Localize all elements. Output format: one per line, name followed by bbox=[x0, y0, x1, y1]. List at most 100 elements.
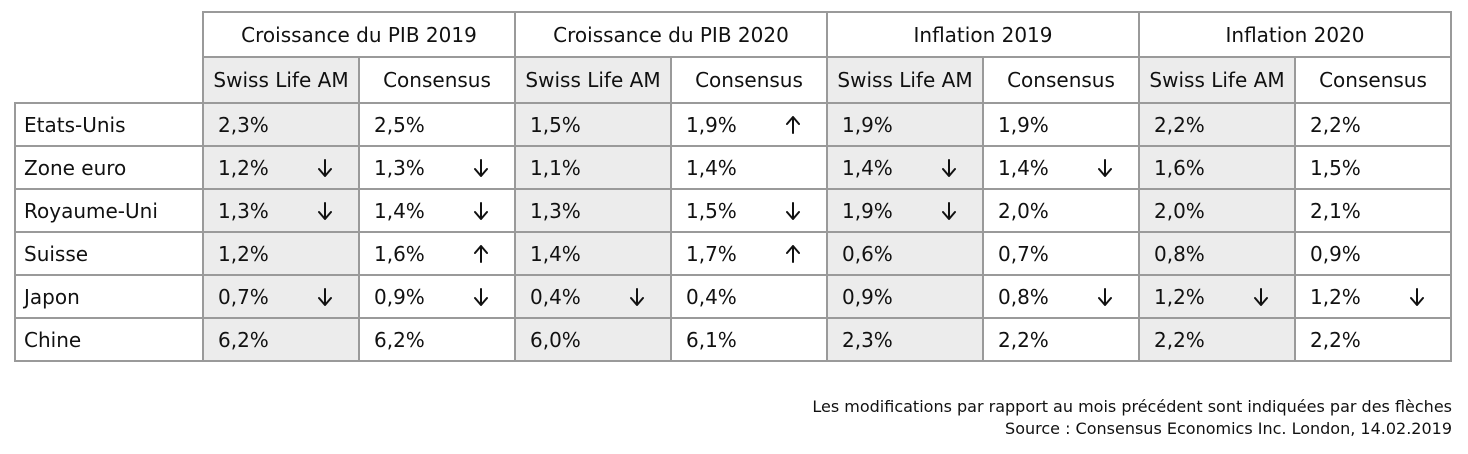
arrow-down-icon bbox=[474, 201, 488, 220]
table-cell: 0,8% bbox=[982, 274, 1140, 319]
source-note: Source : Consensus Economics Inc. London… bbox=[1005, 419, 1452, 438]
cell-value: 1,6% bbox=[1154, 155, 1205, 180]
cell-value: 1,1% bbox=[530, 155, 581, 180]
table-cell: 1,2% bbox=[202, 231, 360, 276]
table-row: Zone euro 1,2% 1,3% 1,1% 1,4% 1,4% 1,4% 1,6% 1,5… bbox=[14, 145, 1452, 190]
cell-value: 1,5% bbox=[1310, 155, 1361, 180]
table-cell: 1,1% bbox=[514, 145, 672, 190]
table-cell: 0,4% bbox=[514, 274, 672, 319]
cell-value: 1,4% bbox=[842, 155, 893, 180]
arrow-up-icon bbox=[786, 244, 800, 263]
cell-value: 1,5% bbox=[686, 198, 737, 223]
cell-value: 1,9% bbox=[842, 198, 893, 223]
cell-value: 1,6% bbox=[374, 241, 425, 266]
cell-value: 1,9% bbox=[842, 112, 893, 137]
table-cell: 2,2% bbox=[1294, 102, 1452, 147]
table-cell: 1,9% bbox=[670, 102, 828, 147]
cell-value: 1,4% bbox=[374, 198, 425, 223]
table-row: Royaume-Uni 1,3% 1,4% 1,3% 1,5% 1,9% 2,0% 2,0% 2… bbox=[14, 188, 1452, 233]
table-cell: 2,3% bbox=[202, 102, 360, 147]
cell-value: 0,8% bbox=[1154, 241, 1205, 266]
table-cell: 2,2% bbox=[1138, 317, 1296, 362]
table-cell: 6,1% bbox=[670, 317, 828, 362]
cell-value: 1,2% bbox=[218, 241, 269, 266]
cell-value: 6,0% bbox=[530, 327, 581, 352]
cell-value: 0,4% bbox=[686, 284, 737, 309]
corner-blank bbox=[15, 57, 203, 103]
cell-value: 0,9% bbox=[374, 284, 425, 309]
arrow-down-icon bbox=[1098, 287, 1112, 306]
column-header: Swiss Life AM bbox=[202, 56, 360, 104]
arrow-down-icon bbox=[942, 158, 956, 177]
table-cell: 1,5% bbox=[514, 102, 672, 147]
table-cell: 1,7% bbox=[670, 231, 828, 276]
sub-header-row: Swiss Life AM Consensus Swiss Life AM Conse… bbox=[15, 56, 1452, 104]
table-cell: 0,6% bbox=[826, 231, 984, 276]
table-cell: 1,4% bbox=[358, 188, 516, 233]
column-header: Swiss Life AM bbox=[1138, 56, 1296, 104]
table-cell: 2,0% bbox=[1138, 188, 1296, 233]
arrow-down-icon bbox=[1098, 158, 1112, 177]
table-cell: 1,9% bbox=[826, 188, 984, 233]
column-header: Consensus bbox=[1294, 56, 1452, 104]
cell-value: 1,9% bbox=[686, 112, 737, 137]
table-cell: 0,4% bbox=[670, 274, 828, 319]
country-label: Royaume-Uni bbox=[14, 188, 204, 233]
cell-value: 2,2% bbox=[1154, 327, 1205, 352]
cell-value: 0,7% bbox=[218, 284, 269, 309]
group-header: Croissance du PIB 2019 bbox=[202, 11, 516, 58]
cell-value: 1,4% bbox=[530, 241, 581, 266]
cell-value: 1,7% bbox=[686, 241, 737, 266]
table-body: Etats-Unis 2,3% 2,5% 1,5% 1,9% 1,9% 1,9% 2,2% 2,… bbox=[14, 102, 1452, 362]
table-cell: 0,7% bbox=[982, 231, 1140, 276]
table-row: Chine 6,2% 6,2% 6,0% 6,1% 2,3% 2,2% 2,2% 2,2% bbox=[14, 317, 1452, 362]
table-cell: 1,3% bbox=[202, 188, 360, 233]
table-cell: 2,0% bbox=[982, 188, 1140, 233]
table-cell: 1,3% bbox=[514, 188, 672, 233]
arrow-down-icon bbox=[474, 158, 488, 177]
table-cell: 1,5% bbox=[670, 188, 828, 233]
arrow-down-icon bbox=[942, 201, 956, 220]
cell-value: 6,1% bbox=[686, 327, 737, 352]
country-label: Zone euro bbox=[14, 145, 204, 190]
arrows-note: Les modifications par rapport au mois pr… bbox=[812, 397, 1452, 416]
cell-value: 6,2% bbox=[218, 327, 269, 352]
table-cell: 0,7% bbox=[202, 274, 360, 319]
table-cell: 1,6% bbox=[358, 231, 516, 276]
arrow-up-icon bbox=[786, 115, 800, 134]
column-header: Swiss Life AM bbox=[514, 56, 672, 104]
cell-value: 1,3% bbox=[530, 198, 581, 223]
table-cell: 0,8% bbox=[1138, 231, 1296, 276]
cell-value: 1,3% bbox=[218, 198, 269, 223]
group-header: Inflation 2020 bbox=[1138, 11, 1452, 58]
arrow-down-icon bbox=[1254, 287, 1268, 306]
table-cell: 1,9% bbox=[826, 102, 984, 147]
table-cell: 0,9% bbox=[358, 274, 516, 319]
arrow-down-icon bbox=[630, 287, 644, 306]
table-cell: 2,1% bbox=[1294, 188, 1452, 233]
cell-value: 1,5% bbox=[530, 112, 581, 137]
cell-value: 0,7% bbox=[998, 241, 1049, 266]
country-label: Japon bbox=[14, 274, 204, 319]
country-label: Suisse bbox=[14, 231, 204, 276]
country-label: Chine bbox=[14, 317, 204, 362]
table-cell: 1,2% bbox=[202, 145, 360, 190]
cell-value: 1,4% bbox=[998, 155, 1049, 180]
group-header-row: Croissance du PIB 2019 Croissance du PIB … bbox=[15, 11, 1452, 58]
forecast-table: Croissance du PIB 2019 Croissance du PIB … bbox=[14, 11, 1452, 362]
table-cell: 2,5% bbox=[358, 102, 516, 147]
table-cell: 2,2% bbox=[982, 317, 1140, 362]
arrow-down-icon bbox=[318, 158, 332, 177]
table-cell: 6,2% bbox=[202, 317, 360, 362]
cell-value: 1,2% bbox=[218, 155, 269, 180]
cell-value: 2,0% bbox=[1154, 198, 1205, 223]
table-cell: 1,4% bbox=[826, 145, 984, 190]
column-header: Consensus bbox=[358, 56, 516, 104]
arrow-down-icon bbox=[1410, 287, 1424, 306]
cell-value: 2,3% bbox=[218, 112, 269, 137]
cell-value: 2,3% bbox=[842, 327, 893, 352]
cell-value: 1,3% bbox=[374, 155, 425, 180]
cell-value: 0,9% bbox=[842, 284, 893, 309]
table-cell: 2,2% bbox=[1138, 102, 1296, 147]
cell-value: 0,6% bbox=[842, 241, 893, 266]
